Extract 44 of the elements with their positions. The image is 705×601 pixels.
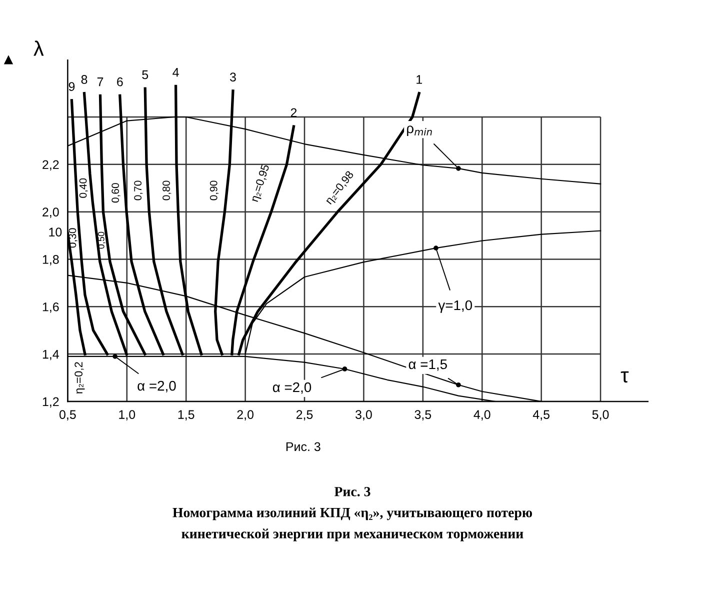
annotation: 0,60 xyxy=(112,183,120,203)
annotation: η₂=0,2 xyxy=(74,362,85,394)
annotation: α =2,0 xyxy=(272,382,312,394)
y-tick-label: 2,0 xyxy=(42,208,59,218)
text: Рис. 3 xyxy=(334,486,370,496)
x-tick-label: 0,5 xyxy=(59,410,76,420)
x-tick-label: 3,5 xyxy=(414,410,432,420)
text: Номограмма изолиний КПД «η₂», учитывающего потерю xyxy=(172,508,532,520)
y-axis-title: λ xyxy=(34,40,44,56)
series-label: 1 xyxy=(416,75,422,84)
text: кинетической энергии при механическом торможении xyxy=(182,528,524,542)
series-label: 7 xyxy=(97,78,104,86)
y-tick-label: 2,2 xyxy=(42,160,59,171)
x-tick-label: 4,5 xyxy=(532,410,550,420)
x-tick-label: 5,0 xyxy=(592,410,609,420)
series-label: 10 xyxy=(49,228,62,237)
annotation: 0,70 xyxy=(134,180,143,200)
y-tick-label: 1,8 xyxy=(42,255,59,266)
series-label: 4 xyxy=(172,68,179,77)
y-tick-label: 1,2 xyxy=(42,397,59,408)
text: Рис. 3 xyxy=(286,442,320,452)
annotation: γ=1,0 xyxy=(438,300,472,313)
y-tick-label: 1,6 xyxy=(42,302,59,313)
series-label: 3 xyxy=(230,72,236,82)
annotation: α =1,5 xyxy=(408,359,447,371)
x-tick-label: 1,0 xyxy=(119,410,136,420)
x-tick-label: 2,5 xyxy=(296,410,313,420)
series-label: 5 xyxy=(142,70,148,80)
x-tick-label: 4,0 xyxy=(474,410,490,420)
x-tick-label: 3,0 xyxy=(355,410,372,420)
annotation: 0,90 xyxy=(210,180,219,200)
annotation: ρ$_{min}$ xyxy=(407,126,432,136)
series-label: 6 xyxy=(117,77,123,86)
series-label: 2 xyxy=(290,108,297,117)
annotation: 0,40 xyxy=(79,178,88,198)
annotation: 0,80 xyxy=(162,180,172,200)
x-tick-label: 2,0 xyxy=(237,410,254,420)
annotation: α =2,0 xyxy=(138,380,176,392)
annotation: η₂=0,95 xyxy=(250,164,272,203)
series-label: 8 xyxy=(81,75,88,84)
series-label: 9 xyxy=(68,82,75,91)
y-tick-label: 1,4 xyxy=(42,350,59,360)
x-axis-title: τ xyxy=(620,371,629,383)
x-tick-label: 1,5 xyxy=(178,410,194,420)
